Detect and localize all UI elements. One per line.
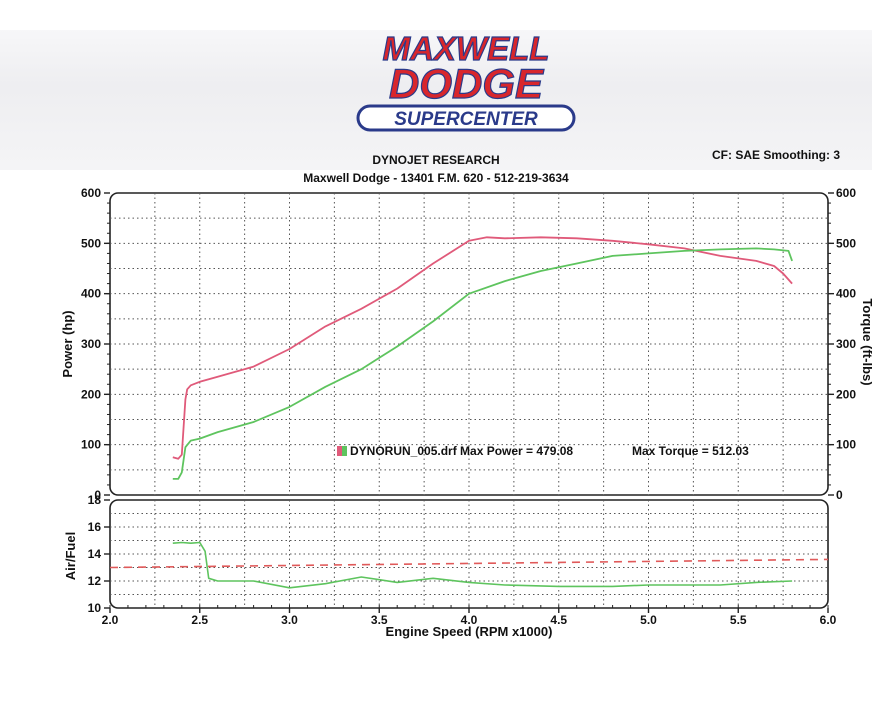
max-torque-annotation: Max Torque = 512.03 — [632, 444, 749, 458]
maxwell-dodge-logo: MAXWELL DODGE SUPERCENTER — [356, 29, 576, 132]
afr-tick-label: 18 — [88, 493, 102, 507]
torque-line — [172, 236, 793, 460]
axis-labels: 0 100 200 300 400 500 600 0 100 200 300 400 500 600 10… — [81, 186, 856, 627]
power-tick-label: 500 — [81, 236, 101, 250]
rpm-tick-label: 5.5 — [730, 613, 747, 627]
series-lines — [109, 236, 829, 589]
rpm-tick-label: 2.5 — [191, 613, 208, 627]
rpm-axis-label: Engine Speed (RPM x1000) — [386, 624, 553, 639]
rpm-tick-label: 4.5 — [550, 613, 567, 627]
chart-subtitle: Maxwell Dodge - 13401 F.M. 620 - 512-219… — [303, 171, 569, 185]
max-power-annotation: DYNORUN_005.drf Max Power = 479.08 — [350, 444, 573, 458]
logo-badge — [356, 104, 576, 132]
torque-tick-label: 300 — [836, 337, 856, 351]
legend-swatch-torque — [337, 446, 342, 456]
logo-line-2: DODGE — [389, 60, 545, 107]
legend-swatch-power — [342, 446, 347, 456]
axis-ticks — [104, 192, 834, 613]
correction-factor-info: CF: SAE Smoothing: 3 — [712, 148, 840, 162]
power-tick-label: 100 — [81, 438, 101, 452]
rpm-tick-label: 4.0 — [461, 613, 478, 627]
torque-tick-label: 500 — [836, 236, 856, 250]
torque-tick-label: 400 — [836, 287, 856, 301]
torque-tick-label: 200 — [836, 387, 856, 401]
rpm-tick-label: 5.0 — [640, 613, 657, 627]
logo-line-3: SUPERCENTER — [394, 109, 538, 130]
afr-axis-label: Air/Fuel — [63, 532, 78, 580]
rpm-tick-label: 3.5 — [371, 613, 388, 627]
torque-tick-label: 600 — [836, 186, 856, 200]
power-tick-label: 200 — [81, 387, 101, 401]
power-tick-label: 400 — [81, 287, 101, 301]
power-tick-label: 300 — [81, 337, 101, 351]
afr-tick-label: 14 — [88, 547, 102, 561]
afr-tick-label: 10 — [88, 601, 102, 615]
power-tick-label: 0 — [94, 488, 101, 502]
logo-line-1: MAXWELL — [383, 30, 550, 67]
afr-target-line — [109, 558, 829, 569]
rpm-tick-label: 6.0 — [820, 613, 837, 627]
rpm-tick-label: 2.0 — [102, 613, 119, 627]
scan-background-band — [0, 30, 872, 170]
torque-tick-label: 100 — [836, 438, 856, 452]
power-tick-label: 600 — [81, 186, 101, 200]
power-line — [172, 247, 793, 480]
rpm-tick-label: 3.0 — [281, 613, 298, 627]
torque-axis-label: Torque (ft-lbs) — [860, 298, 872, 385]
grid-lines — [110, 193, 828, 608]
afr-line — [172, 541, 793, 589]
chart-title: DYNOJET RESEARCH — [372, 153, 500, 167]
torque-tick-label: 0 — [836, 488, 843, 502]
power-axis-label: Power (hp) — [60, 310, 75, 377]
afr-tick-label: 16 — [88, 520, 102, 534]
afr-tick-label: 12 — [88, 574, 102, 588]
